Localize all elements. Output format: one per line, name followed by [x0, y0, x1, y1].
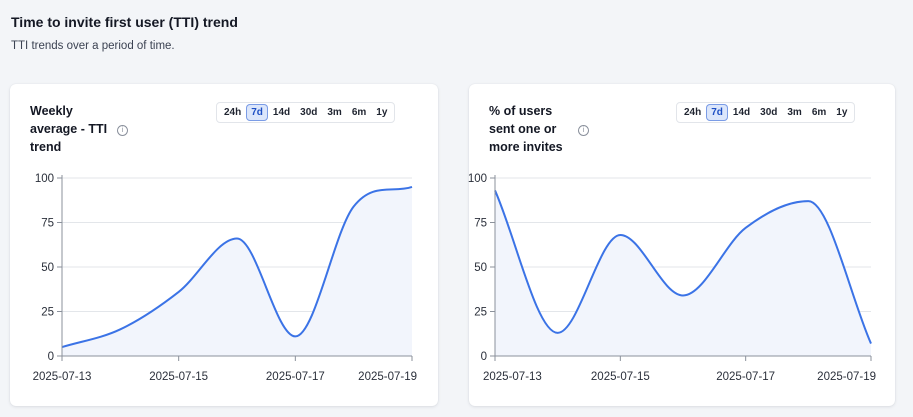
time-range-selector: 24h 7d 14d 30d 3m 6m 1y: [216, 102, 396, 123]
y-tick-label: 50: [474, 262, 487, 274]
y-tick-label: 0: [48, 351, 54, 363]
x-tick-label: 2025-07-19: [358, 371, 417, 383]
tti-weekly-average-card: Weekly average - TTI trend i 24h 7d 14d 30d…: [10, 84, 438, 406]
range-option-14d[interactable]: 14d: [272, 107, 291, 118]
info-icon[interactable]: i: [578, 125, 589, 136]
series-area: [495, 190, 871, 356]
y-tick-label: 100: [35, 173, 54, 185]
range-option-3m[interactable]: 3m: [327, 107, 342, 118]
x-tick-label: 2025-07-19: [817, 371, 876, 383]
x-tick-label: 2025-07-17: [266, 371, 325, 383]
section-subtitle: TTI trends over a period of time.: [11, 40, 175, 52]
users-sent-invites-card: % of users sent one or more invites i 24…: [468, 84, 895, 406]
series-area: [62, 186, 412, 356]
info-icon[interactable]: i: [117, 125, 128, 136]
y-tick-label: 100: [468, 173, 487, 185]
x-tick-label: 2025-07-13: [483, 371, 542, 383]
y-tick-label: 75: [474, 218, 487, 230]
range-option-30d[interactable]: 30d: [300, 107, 318, 118]
tti-trend-chart: 0 25 50 75 100 2025-07-13 2025-07-15 2025-07-17…: [33, 173, 417, 383]
y-tick-label: 25: [474, 307, 487, 319]
range-option-3m[interactable]: 3m: [787, 107, 802, 118]
range-option-7d[interactable]: 7d: [246, 104, 268, 121]
x-tick-label: 2025-07-13: [33, 371, 92, 383]
series-line: [494, 190, 872, 344]
range-option-24h[interactable]: 24h: [684, 107, 702, 118]
range-option-6m[interactable]: 6m: [351, 107, 367, 118]
range-option-1y[interactable]: 1y: [376, 107, 388, 118]
y-tick-label: 75: [41, 218, 54, 230]
x-tick-label: 2025-07-17: [716, 371, 775, 383]
range-option-7d[interactable]: 7d: [706, 104, 728, 121]
y-tick-label: 0: [481, 351, 487, 363]
card-title: Weekly average - TTI trend: [30, 104, 108, 155]
time-range-selector: 24h 7d 14d 30d 3m 6m 1y: [676, 102, 856, 123]
range-option-14d[interactable]: 14d: [732, 107, 751, 118]
range-option-6m[interactable]: 6m: [811, 107, 827, 118]
invites-percentage-chart: 0 25 50 75 100 2025-07-13 2025-07-15 2025-07-17…: [468, 173, 876, 383]
section-title: Time to invite first user (TTI) trend: [11, 14, 238, 30]
card-title: % of users sent one or more invites: [489, 104, 563, 155]
y-tick-label: 50: [41, 262, 54, 274]
range-option-30d[interactable]: 30d: [760, 107, 778, 118]
x-tick-label: 2025-07-15: [591, 371, 650, 383]
y-tick-label: 25: [41, 307, 54, 319]
series-line: [61, 185, 413, 349]
range-option-1y[interactable]: 1y: [836, 107, 848, 118]
x-tick-label: 2025-07-15: [149, 371, 208, 383]
range-option-24h[interactable]: 24h: [224, 107, 242, 118]
